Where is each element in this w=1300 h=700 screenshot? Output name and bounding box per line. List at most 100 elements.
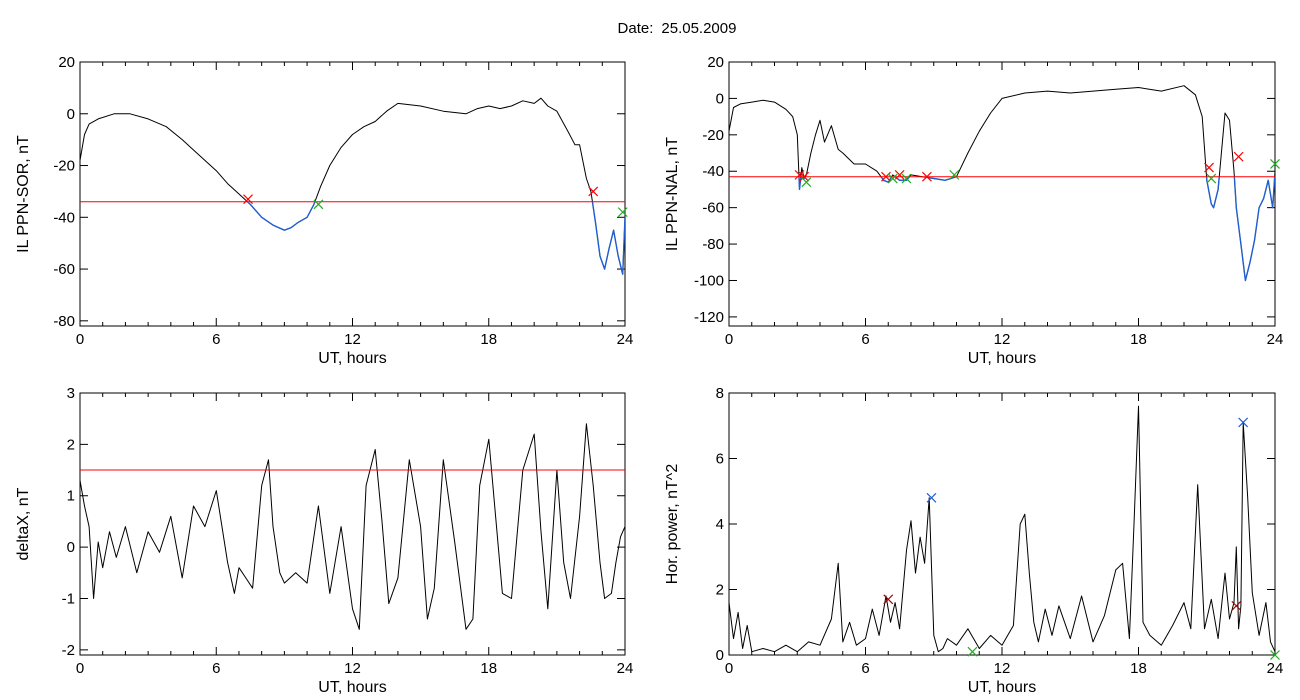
y-tick-label: 3 <box>67 385 75 402</box>
x-tick-label: 18 <box>1130 660 1147 677</box>
point-marker <box>1231 600 1242 611</box>
marker-stroke <box>1233 151 1244 162</box>
point-marker <box>801 177 812 188</box>
marker-stroke <box>1206 173 1217 184</box>
x-tick-label: 24 <box>1267 331 1284 348</box>
marker-stroke <box>799 171 809 182</box>
point-marker <box>1206 173 1217 184</box>
point-marker <box>1270 159 1280 169</box>
x-tick-label: 24 <box>617 331 634 348</box>
y-tick-label: 0 <box>716 90 724 107</box>
y-tick-label: 20 <box>707 54 724 71</box>
chart-ppn-sor: 0 6 12 18 24 20 0 -20 -40 -60 -80 UT, hours IL PPN-S… <box>15 54 633 367</box>
x-tick-label: 6 <box>212 660 220 677</box>
marker-stroke <box>1204 162 1214 173</box>
x-tick-label: 18 <box>1130 331 1147 348</box>
x-tick-label: 12 <box>994 660 1011 677</box>
point-marker <box>1204 162 1214 173</box>
point-marker <box>588 186 599 197</box>
x-tick-label: 24 <box>617 660 634 677</box>
point-marker <box>894 169 905 180</box>
point-marker <box>313 199 324 210</box>
marker-stroke <box>313 199 324 210</box>
series-line <box>80 97 625 275</box>
x-tick-label: 0 <box>725 331 733 348</box>
point-marker <box>949 169 960 180</box>
marker-stroke <box>949 169 960 180</box>
y-axis-label: IL PPN-SOR, nT <box>15 135 32 253</box>
point-marker <box>922 171 932 182</box>
point-marker <box>926 492 937 503</box>
marker-stroke <box>922 171 932 182</box>
x-tick-label: 12 <box>344 660 361 677</box>
plot-frame <box>79 392 626 656</box>
y-tick-label: -40 <box>702 163 724 180</box>
x-axis-label: UT, hours <box>968 679 1036 696</box>
y-axis-label: deltaX, nT <box>15 487 32 560</box>
y-tick-label: -80 <box>702 236 724 253</box>
y-tick-label: 20 <box>58 54 75 71</box>
point-marker <box>901 173 912 184</box>
marker-stroke <box>894 169 905 180</box>
x-tick-label: 24 <box>1267 660 1284 677</box>
series-line <box>80 423 625 630</box>
point-marker <box>1233 151 1244 162</box>
figure-title: Date: 25.05.2009 <box>618 20 737 37</box>
chart-ppn-nal: 0 6 12 18 24 20 0 -20 -40 -60 -80 -100 -120 UT, hours… <box>664 54 1283 367</box>
y-tick-label: -60 <box>53 261 75 278</box>
marker-stroke <box>1270 650 1280 660</box>
series-below-threshold <box>798 176 1275 282</box>
point-marker <box>881 171 891 182</box>
y-tick-label: -20 <box>53 158 75 175</box>
point-marker <box>799 171 809 182</box>
y-tick-label: -1 <box>62 590 75 607</box>
plot-frame <box>728 61 1276 327</box>
x-tick-label: 12 <box>344 331 361 348</box>
date-value: 25.05.2009 <box>661 20 736 37</box>
marker-stroke <box>1238 417 1249 428</box>
y-tick-label: -100 <box>694 272 724 289</box>
marker-stroke <box>887 173 898 184</box>
y-tick-label: -60 <box>702 200 724 217</box>
x-tick-label: 0 <box>76 331 84 348</box>
x-tick-label: 6 <box>212 331 220 348</box>
y-tick-label: -80 <box>53 313 75 330</box>
marker-stroke <box>926 492 937 503</box>
y-tick-label: 0 <box>67 539 75 556</box>
x-tick-label: 0 <box>76 660 84 677</box>
point-marker <box>617 207 628 218</box>
y-tick-label: 0 <box>716 647 724 664</box>
chart-hor-power: 0 6 12 18 24 8 6 4 2 0 UT, hours Hor. power, nT^2 <box>664 385 1283 696</box>
y-tick-label: 4 <box>716 516 724 533</box>
marker-stroke <box>801 177 812 188</box>
marker-stroke <box>794 169 805 180</box>
marker-stroke <box>901 173 912 184</box>
marker-stroke <box>617 207 628 218</box>
point-marker <box>967 646 978 657</box>
series-line <box>729 405 1275 653</box>
y-tick-label: 1 <box>67 488 75 505</box>
point-marker <box>887 173 898 184</box>
y-tick-label: 0 <box>67 106 75 123</box>
point-marker <box>243 194 253 205</box>
plot-frame <box>728 392 1276 656</box>
marker-stroke <box>1270 159 1280 169</box>
point-marker <box>1238 417 1249 428</box>
x-tick-label: 6 <box>861 331 869 348</box>
x-axis-label: UT, hours <box>968 350 1036 367</box>
y-tick-label: -2 <box>62 642 75 659</box>
x-axis-label: UT, hours <box>318 350 386 367</box>
x-tick-label: 18 <box>480 331 497 348</box>
point-marker <box>883 594 894 605</box>
plot-frame <box>79 61 626 327</box>
marker-stroke <box>588 186 599 197</box>
marker-stroke <box>883 594 894 605</box>
x-axis-label: UT, hours <box>318 679 386 696</box>
marker-stroke <box>881 171 891 182</box>
marker-stroke <box>1231 600 1242 611</box>
date-label: Date: <box>618 20 654 37</box>
y-tick-label: -40 <box>53 209 75 226</box>
y-tick-label: -20 <box>702 127 724 144</box>
